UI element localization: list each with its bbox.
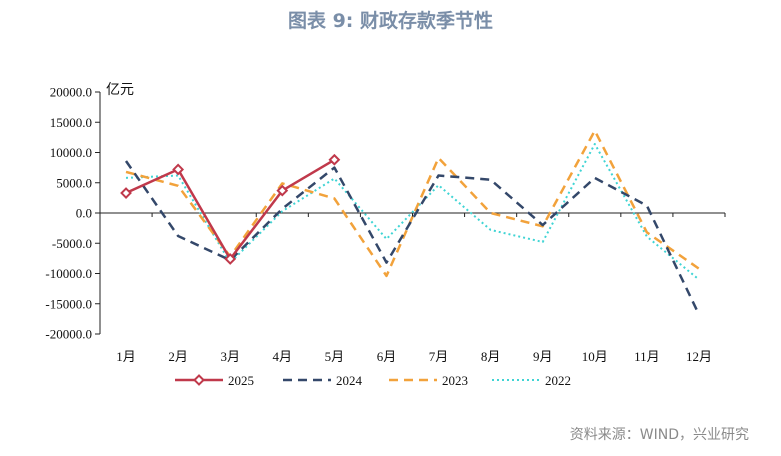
data-point-2025 bbox=[120, 187, 132, 199]
chart-title: 图表 9: 财政存款季节性 bbox=[287, 10, 494, 32]
x-tick-label: 11月 bbox=[634, 349, 660, 364]
source-note: 资料来源：WIND，兴业研究 bbox=[569, 427, 749, 443]
legend-label-2024: 2024 bbox=[336, 373, 363, 388]
data-point-2025 bbox=[172, 163, 185, 176]
x-tick-label: 4月 bbox=[273, 349, 293, 364]
y-tick-label: 10000.0 bbox=[50, 145, 92, 160]
series-line-2023 bbox=[125, 129, 700, 278]
legend-label-2022: 2022 bbox=[545, 373, 571, 388]
series-line-2022 bbox=[125, 143, 700, 281]
chart-axes: 20000.0 15000.0 10000.0 5000.0 0.0 -5000.0 -10… bbox=[45, 82, 726, 364]
y-tick-label: 5000.0 bbox=[56, 175, 92, 190]
y-tick-label: -5000.0 bbox=[52, 236, 92, 251]
x-tick-label: 1月 bbox=[116, 349, 136, 364]
y-tick-label: -15000.0 bbox=[45, 296, 92, 311]
x-tick-label: 3月 bbox=[220, 349, 240, 364]
x-tick-label: 12月 bbox=[686, 349, 712, 364]
x-tick-label: 10月 bbox=[582, 349, 608, 364]
series-line-2024 bbox=[124, 160, 701, 316]
series-line-2025 bbox=[125, 158, 336, 261]
y-tick-label: -10000.0 bbox=[45, 266, 92, 281]
chart-legend: 2025 2024 2023 2022 bbox=[175, 373, 571, 388]
legend-label-2023: 2023 bbox=[442, 373, 468, 388]
y-tick-label: -20000.0 bbox=[45, 327, 92, 342]
x-tick-label: 5月 bbox=[325, 349, 345, 364]
legend-label-2025: 2025 bbox=[228, 373, 254, 388]
x-tick-label: 7月 bbox=[429, 349, 449, 364]
x-tick-label: 9月 bbox=[533, 349, 553, 364]
x-tick-label: 8月 bbox=[481, 349, 501, 364]
y-tick-label: 15000.0 bbox=[50, 115, 92, 130]
y-axis-unit: 亿元 bbox=[106, 82, 134, 98]
y-tick-label: 20000.0 bbox=[50, 85, 92, 100]
y-tick-label: 0.0 bbox=[76, 206, 92, 221]
legend-marker-2025 bbox=[193, 374, 205, 386]
x-tick-label: 2月 bbox=[168, 349, 188, 364]
data-point-2025 bbox=[328, 153, 341, 166]
series-lines bbox=[120, 129, 701, 316]
x-tick-label: 6月 bbox=[377, 349, 397, 364]
data-point-2025 bbox=[224, 253, 237, 265]
data-point-2025 bbox=[276, 184, 289, 197]
